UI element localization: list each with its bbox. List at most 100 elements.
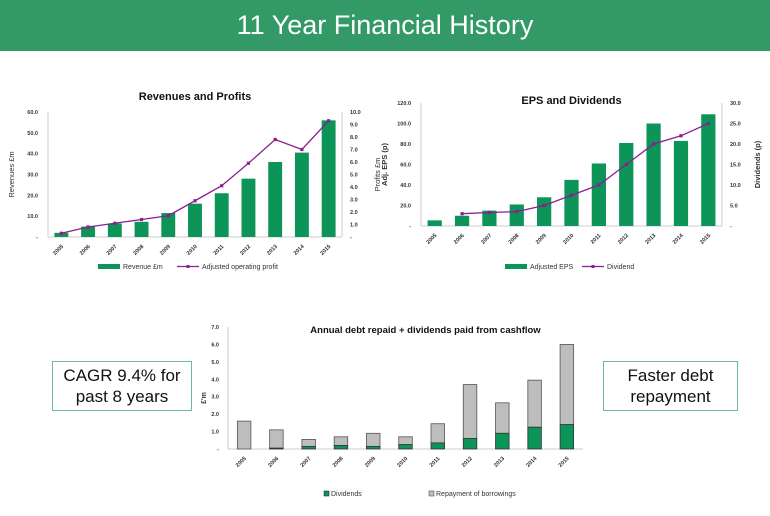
repayment-bar: [430, 423, 445, 444]
y-tick-label: 2.0: [211, 412, 219, 418]
y-tick-label: 1.0: [211, 430, 219, 436]
y2-axis-label: Profits £m: [373, 158, 382, 192]
dividend-bar: [398, 444, 413, 450]
bar: [241, 178, 256, 237]
y2-tick-label: 15.0: [730, 163, 741, 169]
bar: [427, 220, 442, 226]
line-marker: [300, 147, 304, 152]
bar: [161, 213, 176, 237]
x-tick-label: 2012: [461, 456, 474, 469]
y2-tick-label: 8.0: [350, 135, 358, 141]
line-marker: [273, 137, 277, 142]
y-tick-label: 40.0: [400, 183, 411, 189]
chart-title: EPS and Dividends: [521, 95, 621, 107]
debt-callout-text: Faster debt repayment: [627, 366, 714, 406]
line-marker: [139, 217, 144, 222]
legend-line-marker: [186, 265, 190, 268]
repayment-bar: [527, 379, 542, 428]
legend-bar-swatch: [505, 264, 527, 269]
line-marker: [597, 183, 601, 187]
repayment-bar: [236, 420, 252, 450]
repayment-bar: [462, 384, 478, 439]
bar: [214, 193, 229, 237]
y2-tick-label: 10.0: [350, 110, 361, 116]
y2-tick-label: 3.0: [350, 198, 358, 204]
bar: [81, 226, 96, 237]
line-marker: [651, 142, 656, 146]
y2-axis-label: Dividends (p): [753, 140, 762, 188]
y2-tick-label: -: [730, 224, 732, 230]
y-tick-label: 7.0: [211, 325, 219, 331]
bar: [701, 114, 716, 226]
x-tick-label: 2014: [525, 455, 539, 469]
x-tick-label: 2008: [332, 456, 345, 469]
y-tick-label: 6.0: [211, 342, 219, 348]
legend-repayment-label: Repayment of borrowings: [436, 491, 516, 498]
repayment-bar: [495, 402, 510, 434]
chart-title: Annual debt repaid + dividends paid from…: [310, 325, 541, 336]
legend-bar-label: Revenue £m: [123, 264, 163, 271]
line-series: [462, 122, 709, 215]
y2-tick-label: 6.0: [350, 160, 358, 166]
line-marker: [487, 210, 492, 215]
line-marker: [246, 161, 251, 165]
y-tick-label: 100.0: [397, 122, 411, 128]
y-tick-label: 20.0: [27, 193, 38, 199]
bar: [268, 162, 283, 237]
y2-tick-label: 25.0: [730, 122, 741, 128]
y-tick-label: 80.0: [400, 142, 411, 148]
line-marker: [460, 212, 464, 216]
legend-repayment-swatch: [428, 490, 435, 497]
y-axis-label: Adj. EPS (p): [380, 143, 389, 186]
y-tick-label: 3.0: [211, 395, 219, 401]
bar: [54, 232, 69, 237]
y2-tick-label: 9.0: [350, 123, 358, 129]
dividend-bar: [269, 447, 284, 450]
bar: [619, 142, 634, 226]
dividend-bar: [333, 445, 349, 450]
legend-bar-label: Adjusted EPS: [530, 264, 574, 271]
bar: [134, 221, 149, 237]
debt-callout: Faster debt repayment: [603, 361, 738, 411]
dividend-bar: [462, 438, 478, 450]
legend-dividends-swatch: [323, 490, 330, 497]
repayment-bar: [333, 436, 349, 446]
repayment-bar: [269, 429, 284, 449]
cagr-callout-text: CAGR 9.4% for past 8 years: [63, 366, 181, 406]
y-tick-label: -: [409, 224, 411, 230]
bar: [482, 210, 497, 226]
x-tick-label: 2006: [267, 456, 280, 469]
line-marker: [542, 203, 546, 208]
dividend-bar: [495, 432, 510, 450]
bar: [107, 223, 122, 237]
y-axis-label: £'m: [201, 392, 208, 404]
repayment-bar: [366, 432, 381, 447]
x-tick-label: 2005: [235, 456, 248, 469]
line-marker: [113, 221, 117, 225]
y-tick-label: 4.0: [211, 377, 219, 383]
y2-tick-label: 10.0: [730, 183, 741, 189]
y-tick-label: 60.0: [27, 110, 38, 116]
line-marker: [679, 134, 683, 138]
y2-tick-label: 5.0: [730, 204, 738, 210]
bar: [294, 152, 309, 237]
bar: [509, 204, 524, 226]
page-title: 11 Year Financial History: [236, 10, 534, 40]
y-tick-label: 5.0: [211, 360, 219, 366]
bar: [321, 120, 336, 237]
line-marker: [193, 199, 197, 203]
dividend-bar: [559, 424, 575, 450]
y-axis-label: Revenues £m: [7, 151, 16, 197]
line-marker: [166, 214, 170, 218]
legend-line-marker: [591, 265, 595, 268]
x-tick-label: 2010: [396, 456, 409, 469]
y2-tick-label: 4.0: [350, 185, 358, 191]
x-tick-label: 2011: [429, 456, 442, 469]
y-tick-label: 40.0: [27, 152, 38, 158]
line-marker: [569, 193, 574, 197]
x-tick-label: 2013: [493, 456, 506, 469]
line-marker: [86, 225, 90, 229]
y2-tick-label: 20.0: [730, 142, 741, 148]
dividend-bar: [301, 445, 316, 450]
